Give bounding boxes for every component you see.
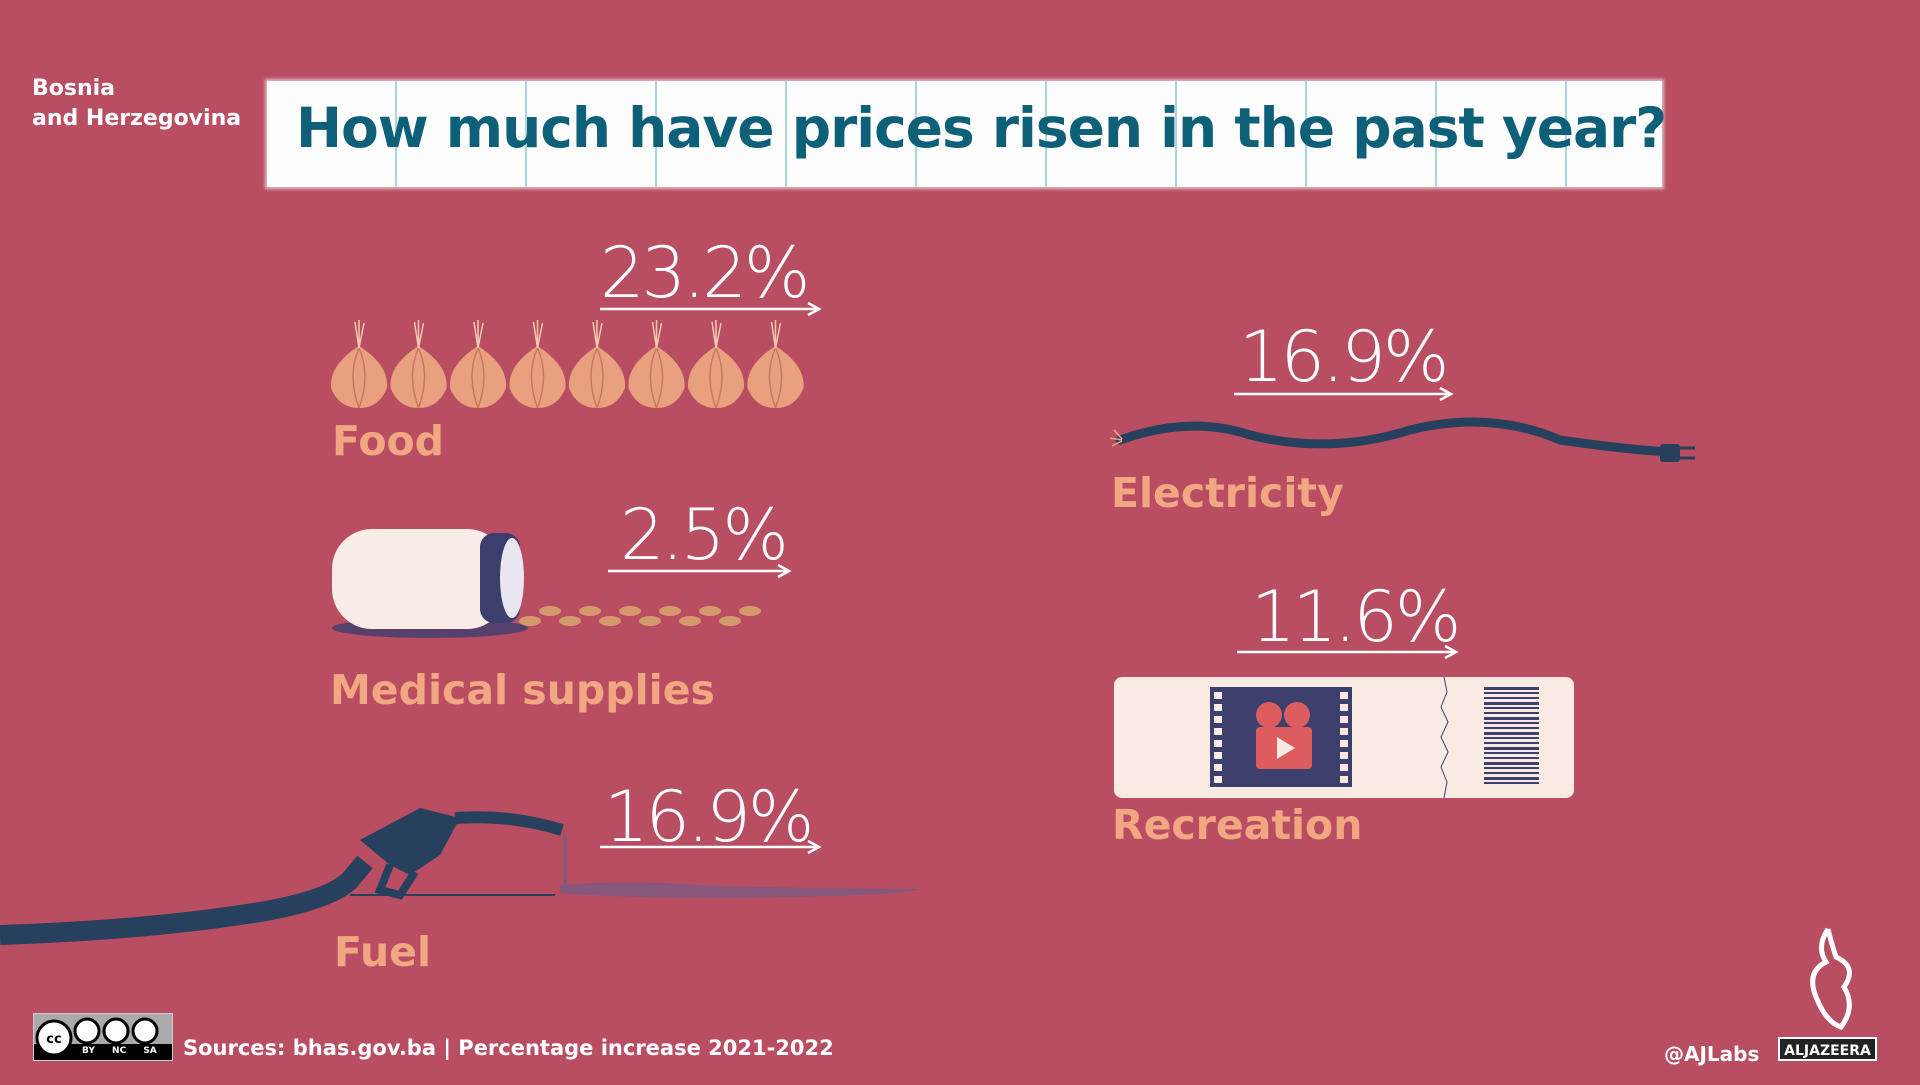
fuel-value: 16.9% [604,776,814,858]
cinema-ticket-icon [1114,676,1574,799]
pill-icon [579,606,601,616]
country-line-1: Bosnia [32,76,116,101]
svg-text:cc: cc [46,1032,61,1047]
pill-icon [659,606,681,616]
pill-icon [739,606,761,616]
pill-icon [599,616,621,626]
power-cable-icon [1109,417,1695,462]
onion-icon [390,320,447,409]
medical-value: 2.5% [620,494,789,576]
pill-icon [619,606,641,616]
recreation-value: 11.6% [1251,576,1461,658]
pill-icon [519,616,541,626]
country-label: Bosnia and Herzegovina [32,74,241,134]
arrow-icon [1234,386,1454,402]
pill-icon [559,616,581,626]
fuel-nozzle-icon [0,808,920,945]
ajlabs-handle: @AJLabs [1664,1042,1760,1066]
pill-icon [679,616,701,626]
cc-license-badge: cc BY NC SA [33,1013,173,1061]
page-title: How much have prices risen in the past y… [296,96,1667,160]
onion-icon [568,320,626,409]
sources-note: Sources: bhas.gov.ba | Percentage increa… [183,1036,834,1060]
pill-icon [639,616,661,626]
food-label: Food [332,417,445,465]
country-line-2: and Herzegovina [32,106,242,131]
pill-bottle-icon [332,529,761,638]
arrow-icon [600,301,822,317]
onion-icon [687,320,745,409]
onion-icon [449,320,507,409]
arrow-icon [1237,644,1459,660]
onion-icon [747,320,804,409]
license-by: BY [82,1046,95,1056]
arrow-icon [608,563,792,579]
medical-label: Medical supplies [330,666,715,714]
title-banner [267,81,1662,187]
aljazeera-calligraphy-icon [1810,927,1852,1030]
onion-icon [330,320,388,409]
fuel-label: Fuel [334,928,432,976]
license-sa: SA [143,1046,157,1056]
food-value: 23.2% [600,232,810,314]
pill-icon [699,606,721,616]
arrow-icon [600,839,822,855]
aljazeera-logo: ALJAZEERA [1778,1037,1877,1061]
onion-icon [330,320,804,409]
onion-icon [628,320,685,409]
onion-icon [509,320,566,409]
electricity-value: 16.9% [1239,316,1449,398]
pill-icon [719,616,741,626]
license-nc: NC [112,1046,127,1056]
pill-icon [539,606,561,616]
electricity-label: Electricity [1111,469,1344,517]
recreation-label: Recreation [1112,801,1363,849]
